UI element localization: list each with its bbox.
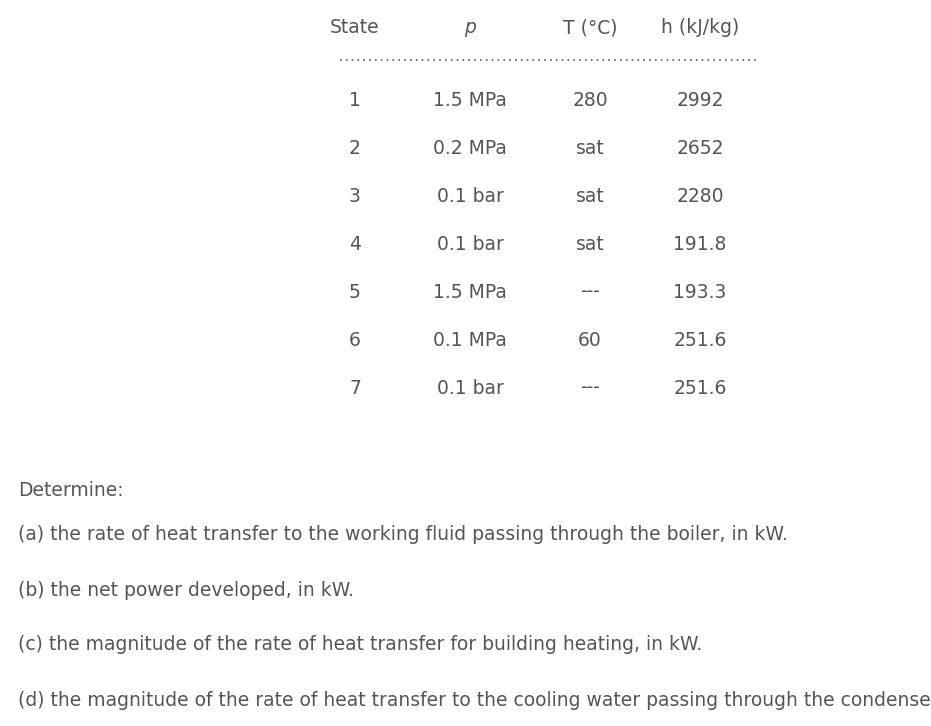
Text: 0.1 bar: 0.1 bar — [437, 234, 504, 253]
Text: State: State — [331, 18, 380, 37]
Text: 251.6: 251.6 — [673, 330, 727, 349]
Text: 6: 6 — [349, 330, 361, 349]
Text: 60: 60 — [578, 330, 601, 349]
Text: 2: 2 — [349, 139, 361, 158]
Text: 0.1 MPa: 0.1 MPa — [433, 330, 507, 349]
Text: 0.1 bar: 0.1 bar — [437, 378, 504, 398]
Text: p: p — [464, 18, 476, 37]
Text: 7: 7 — [349, 378, 361, 398]
Text: 4: 4 — [349, 234, 361, 253]
Text: h (kJ/kg): h (kJ/kg) — [661, 18, 739, 37]
Text: sat: sat — [575, 234, 604, 253]
Text: 191.8: 191.8 — [673, 234, 727, 253]
Text: sat: sat — [575, 139, 604, 158]
Text: 0.1 bar: 0.1 bar — [437, 187, 504, 205]
Text: 2280: 2280 — [676, 187, 723, 205]
Text: 193.3: 193.3 — [673, 282, 727, 301]
Text: 251.6: 251.6 — [673, 378, 727, 398]
Text: 1: 1 — [349, 91, 361, 110]
Text: 2992: 2992 — [676, 91, 723, 110]
Text: (c) the magnitude of the rate of heat transfer for building heating, in kW.: (c) the magnitude of the rate of heat tr… — [18, 635, 702, 655]
Text: T (°C): T (°C) — [562, 18, 617, 37]
Text: 280: 280 — [573, 91, 608, 110]
Text: sat: sat — [575, 187, 604, 205]
Text: 5: 5 — [349, 282, 361, 301]
Text: 1.5 MPa: 1.5 MPa — [433, 282, 507, 301]
Text: 1.5 MPa: 1.5 MPa — [433, 91, 507, 110]
Text: ---: --- — [580, 282, 600, 301]
Text: Determine:: Determine: — [18, 481, 124, 499]
Text: ---: --- — [580, 378, 600, 398]
Text: 3: 3 — [349, 187, 361, 205]
Text: (a) the rate of heat transfer to the working fluid passing through the boiler, i: (a) the rate of heat transfer to the wor… — [18, 526, 788, 544]
Text: (b) the net power developed, in kW.: (b) the net power developed, in kW. — [18, 581, 354, 600]
Text: 2652: 2652 — [676, 139, 723, 158]
Text: 0.2 MPa: 0.2 MPa — [433, 139, 507, 158]
Text: (d) the magnitude of the rate of heat transfer to the cooling water passing thro: (d) the magnitude of the rate of heat tr… — [18, 690, 931, 709]
